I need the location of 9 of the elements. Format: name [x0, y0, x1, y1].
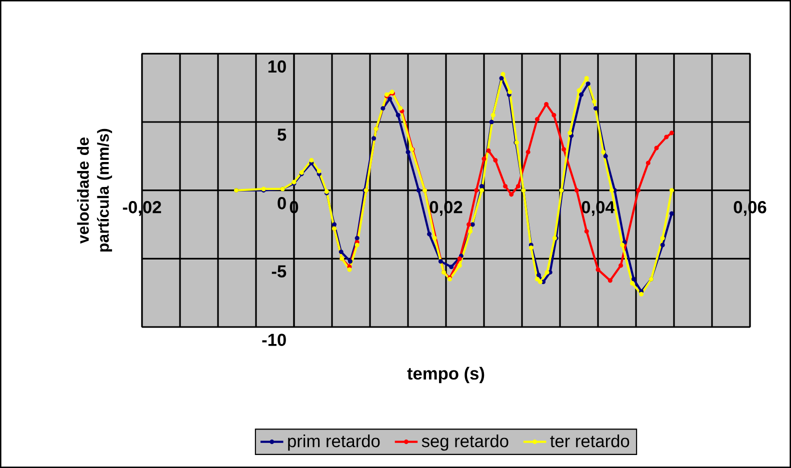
x-axis-title: tempo (s)	[407, 366, 484, 384]
legend-label: prim retardo	[288, 434, 380, 451]
legend-label: seg retardo	[422, 434, 508, 451]
legend-label: ter retardo	[550, 434, 630, 448]
y-tick-label: 10	[268, 60, 286, 73]
y-axis-title: velocidade de partícula (mm/s)	[77, 128, 112, 252]
y-tick-label: -10	[262, 334, 286, 346]
y-tick-label: -5	[272, 265, 286, 278]
y-tick-label: 5	[278, 128, 286, 141]
